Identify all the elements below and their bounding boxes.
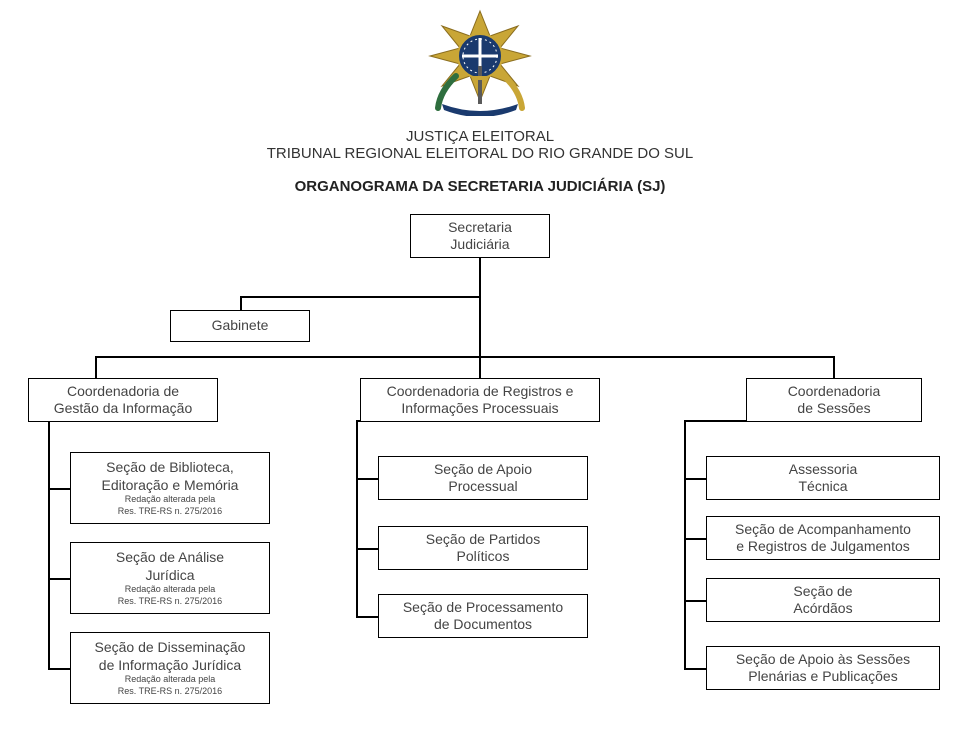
box-note: Redação alterada pela (125, 584, 216, 595)
connector (479, 356, 481, 378)
header-title: ORGANOGRAMA DA SECRETARIA JUDICIÁRIA (SJ… (0, 178, 960, 195)
box-line: Seção de Análise (116, 549, 224, 567)
box-line: Editoração e Memória (102, 477, 239, 495)
header-line3: ORGANOGRAMA DA SECRETARIA JUDICIÁRIA (SJ… (0, 178, 960, 195)
box-line: e Registros de Julgamentos (736, 538, 910, 556)
box-line: Assessoria (789, 461, 857, 479)
connector (684, 420, 686, 668)
connector (684, 600, 706, 602)
box-line: Plenárias e Publicações (748, 668, 897, 686)
box-line: de Documentos (434, 616, 532, 634)
connector (684, 668, 706, 670)
box-line: Processual (448, 478, 517, 496)
header-line2: TRIBUNAL REGIONAL ELEITORAL DO RIO GRAND… (0, 145, 960, 162)
connector (240, 296, 242, 310)
connector (356, 420, 358, 616)
box-line: Informações Processuais (401, 400, 558, 418)
box-line: Seção de Biblioteca, (106, 459, 234, 477)
box-line: de Sessões (797, 400, 870, 418)
connector (356, 478, 378, 480)
box-line: Técnica (798, 478, 847, 496)
box-line: Seção de (793, 583, 852, 601)
box-line: Jurídica (145, 567, 194, 585)
box-acomp: Seção de Acompanhamento e Registros de J… (706, 516, 940, 560)
box-note: Res. TRE-RS n. 275/2016 (118, 506, 222, 517)
connector (48, 668, 70, 670)
connector (95, 356, 835, 358)
connector (833, 356, 835, 378)
box-line: Seção de Apoio às Sessões (736, 651, 910, 669)
connector (684, 538, 706, 540)
box-line: Seção de Acompanhamento (735, 521, 911, 539)
coat-of-arms-emblem (420, 6, 540, 121)
box-analise: Seção de Análise Jurídica Redação altera… (70, 542, 270, 614)
connector (684, 478, 706, 480)
box-line: Coordenadoria de Registros e (387, 383, 574, 401)
box-gabinete: Gabinete (170, 310, 310, 342)
box-line: Seção de Apoio (434, 461, 532, 479)
connector (356, 548, 378, 550)
box-line: Coordenadoria de (67, 383, 179, 401)
box-line: Judiciária (450, 236, 509, 254)
box-line: Seção de Processamento (403, 599, 563, 617)
box-note: Redação alterada pela (125, 674, 216, 685)
box-acordaos: Seção de Acórdãos (706, 578, 940, 622)
box-coord-sess: Coordenadoria de Sessões (746, 378, 922, 422)
box-disseminacao: Seção de Disseminação de Informação Jurí… (70, 632, 270, 704)
box-line: Gestão da Informação (54, 400, 193, 418)
box-line: Acórdãos (793, 600, 852, 618)
connector (356, 616, 378, 618)
box-line: Seção de Disseminação (95, 639, 246, 657)
box-secretaria: Secretaria Judiciária (410, 214, 550, 258)
box-line: Políticos (457, 548, 510, 566)
box-line: Gabinete (212, 317, 269, 335)
box-apoio-proc: Seção de Apoio Processual (378, 456, 588, 500)
box-line: Seção de Partidos (426, 531, 540, 549)
connector (479, 258, 481, 356)
box-assessoria: Assessoria Técnica (706, 456, 940, 500)
box-apoio-sess: Seção de Apoio às Sessões Plenárias e Pu… (706, 646, 940, 690)
box-line: de Informação Jurídica (99, 657, 241, 675)
box-note: Redação alterada pela (125, 494, 216, 505)
box-line: Coordenadoria (788, 383, 881, 401)
box-proc-doc: Seção de Processamento de Documentos (378, 594, 588, 638)
header-line1: JUSTIÇA ELEITORAL (0, 128, 960, 145)
box-partidos: Seção de Partidos Políticos (378, 526, 588, 570)
box-coord-gestao: Coordenadoria de Gestão da Informação (28, 378, 218, 422)
header-block: JUSTIÇA ELEITORAL TRIBUNAL REGIONAL ELEI… (0, 128, 960, 162)
connector (240, 296, 481, 298)
box-note: Res. TRE-RS n. 275/2016 (118, 596, 222, 607)
connector (48, 578, 70, 580)
box-coord-reg: Coordenadoria de Registros e Informações… (360, 378, 600, 422)
box-note: Res. TRE-RS n. 275/2016 (118, 686, 222, 697)
box-line: Secretaria (448, 219, 512, 237)
connector (48, 488, 70, 490)
box-biblioteca: Seção de Biblioteca, Editoração e Memóri… (70, 452, 270, 524)
connector (95, 356, 97, 378)
connector (48, 420, 50, 668)
